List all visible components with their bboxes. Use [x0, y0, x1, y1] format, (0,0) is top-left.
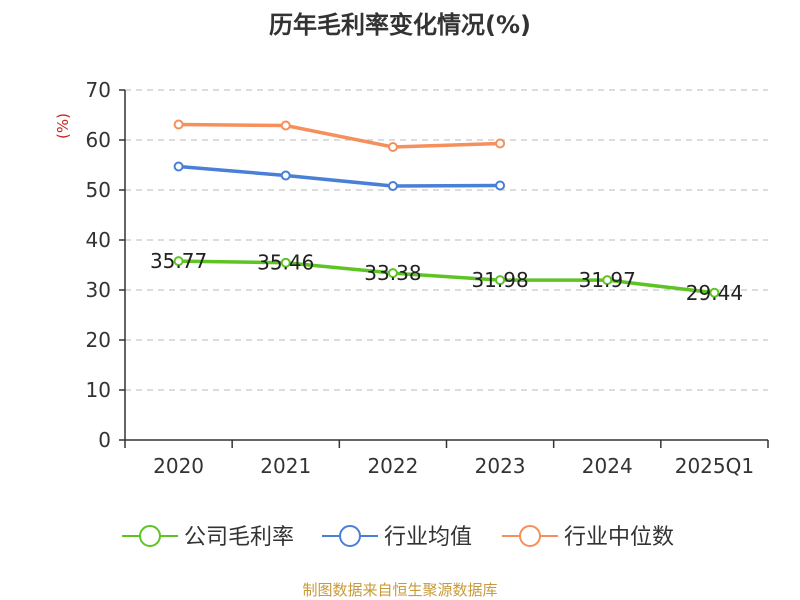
data-point — [495, 180, 506, 191]
legend-label: 行业均值 — [384, 525, 472, 550]
series-2 — [173, 161, 506, 191]
data-point — [495, 138, 506, 149]
data-point — [280, 120, 291, 131]
x-tick-label: 2021 — [260, 454, 311, 478]
x-tick-label: 2024 — [582, 454, 633, 478]
plot-area — [173, 119, 720, 298]
data-point — [387, 268, 398, 279]
data-point — [387, 181, 398, 191]
data-label: 31.98 — [471, 268, 528, 292]
legend-marker — [139, 525, 161, 547]
data-point — [280, 257, 291, 268]
series-line — [178, 122, 501, 149]
y-tick-label: 20 — [86, 328, 111, 352]
data-point — [387, 142, 398, 152]
data-label: 35.77 — [150, 249, 207, 273]
data-label: 31.97 — [579, 268, 636, 292]
y-tick-label: 60 — [86, 128, 111, 152]
series-line — [178, 164, 501, 188]
data-label: 33.38 — [364, 261, 421, 285]
data-point — [495, 275, 506, 286]
data-point — [173, 119, 184, 130]
series-3 — [173, 119, 506, 152]
data-point — [280, 170, 291, 181]
y-tick-label: 40 — [86, 228, 111, 252]
x-tick-label: 2023 — [475, 454, 526, 478]
legend-item[interactable]: 公司毛利率 — [122, 525, 294, 550]
legend-label: 行业中位数 — [564, 525, 674, 550]
x-tick-label: 2020 — [153, 454, 204, 478]
data-point — [173, 161, 184, 172]
y-tick-label: 50 — [86, 178, 111, 202]
series-line — [178, 259, 715, 295]
y-tick-label: 0 — [98, 428, 111, 452]
data-label: 35.46 — [257, 251, 314, 275]
legend-item[interactable]: 行业均值 — [322, 525, 472, 550]
legend-label: 公司毛利率 — [184, 525, 294, 550]
data-labels: 35.77 35.46 33.38 31.98 31.97 29.44 — [150, 249, 743, 305]
chart-title: 历年毛利率变化情况(%) — [269, 11, 531, 39]
grid — [125, 89, 768, 391]
axes: 0 10 20 30 40 50 60 70 2020 2021 2022 2023 2024 2025Q… — [86, 78, 769, 478]
x-tick-label: 2025Q1 — [675, 454, 754, 478]
y-tick-label: 70 — [86, 78, 111, 102]
y-tick-label: 10 — [86, 378, 111, 402]
data-point — [173, 256, 184, 267]
y-tick-label: 30 — [86, 278, 111, 302]
source-note: 制图数据来自恒生聚源数据库 — [302, 581, 497, 599]
legend-item[interactable]: 行业中位数 — [502, 525, 674, 550]
series-1 — [173, 256, 720, 298]
x-tick-label: 2022 — [367, 454, 418, 478]
legend-marker — [519, 525, 541, 547]
data-point — [709, 287, 720, 298]
legend: 公司毛利率 行业均值 行业中位数 — [122, 525, 674, 550]
y-axis-label: (%) — [54, 113, 72, 139]
data-point — [602, 275, 613, 286]
data-label: 29.44 — [686, 281, 743, 305]
legend-marker — [339, 525, 361, 547]
